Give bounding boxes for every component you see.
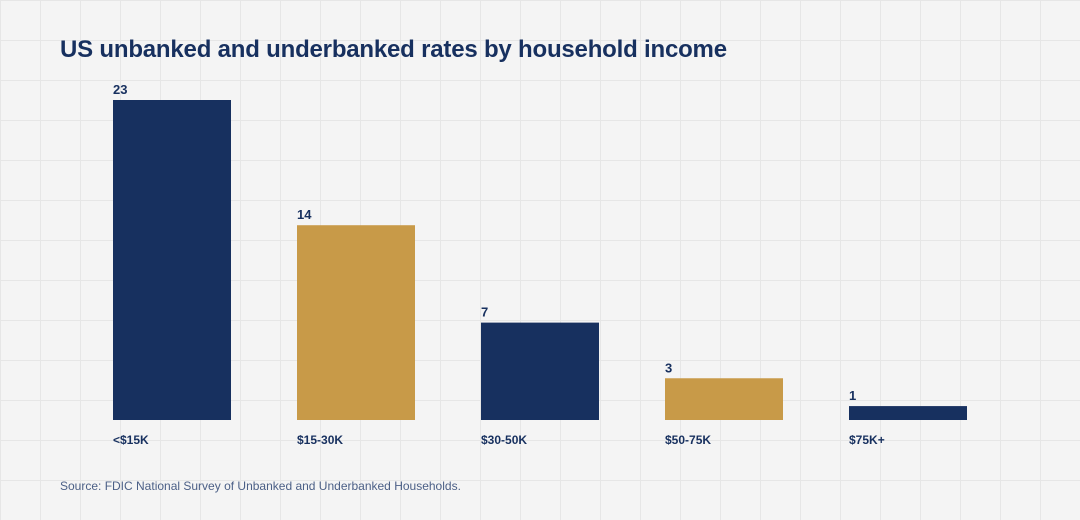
value-label-2: 7 [481,305,488,320]
bar-3 [665,378,783,420]
category-label-2: $30-50K [481,433,527,447]
value-label-0: 23 [113,82,127,97]
bar-1 [297,225,415,420]
category-label-1: $15-30K [297,433,343,447]
category-label-4: $75K+ [849,433,885,447]
value-labels-group: 23 14 7 3 1 [113,82,856,403]
bars-group [113,100,967,420]
category-label-0: <$15K [113,433,149,447]
value-label-4: 1 [849,388,856,403]
bar-2 [481,322,599,420]
category-label-3: $50-75K [665,433,711,447]
source-note: Source: FDIC National Survey of Unbanked… [60,479,461,493]
chart-title: US unbanked and underbanked rates by hou… [60,36,727,63]
value-label-3: 3 [665,360,672,375]
category-labels-group: <$15K $15-30K $30-50K $50-75K $75K+ [113,433,885,447]
bar-4 [849,406,967,420]
bar-0 [113,100,231,420]
value-label-1: 14 [297,207,312,222]
